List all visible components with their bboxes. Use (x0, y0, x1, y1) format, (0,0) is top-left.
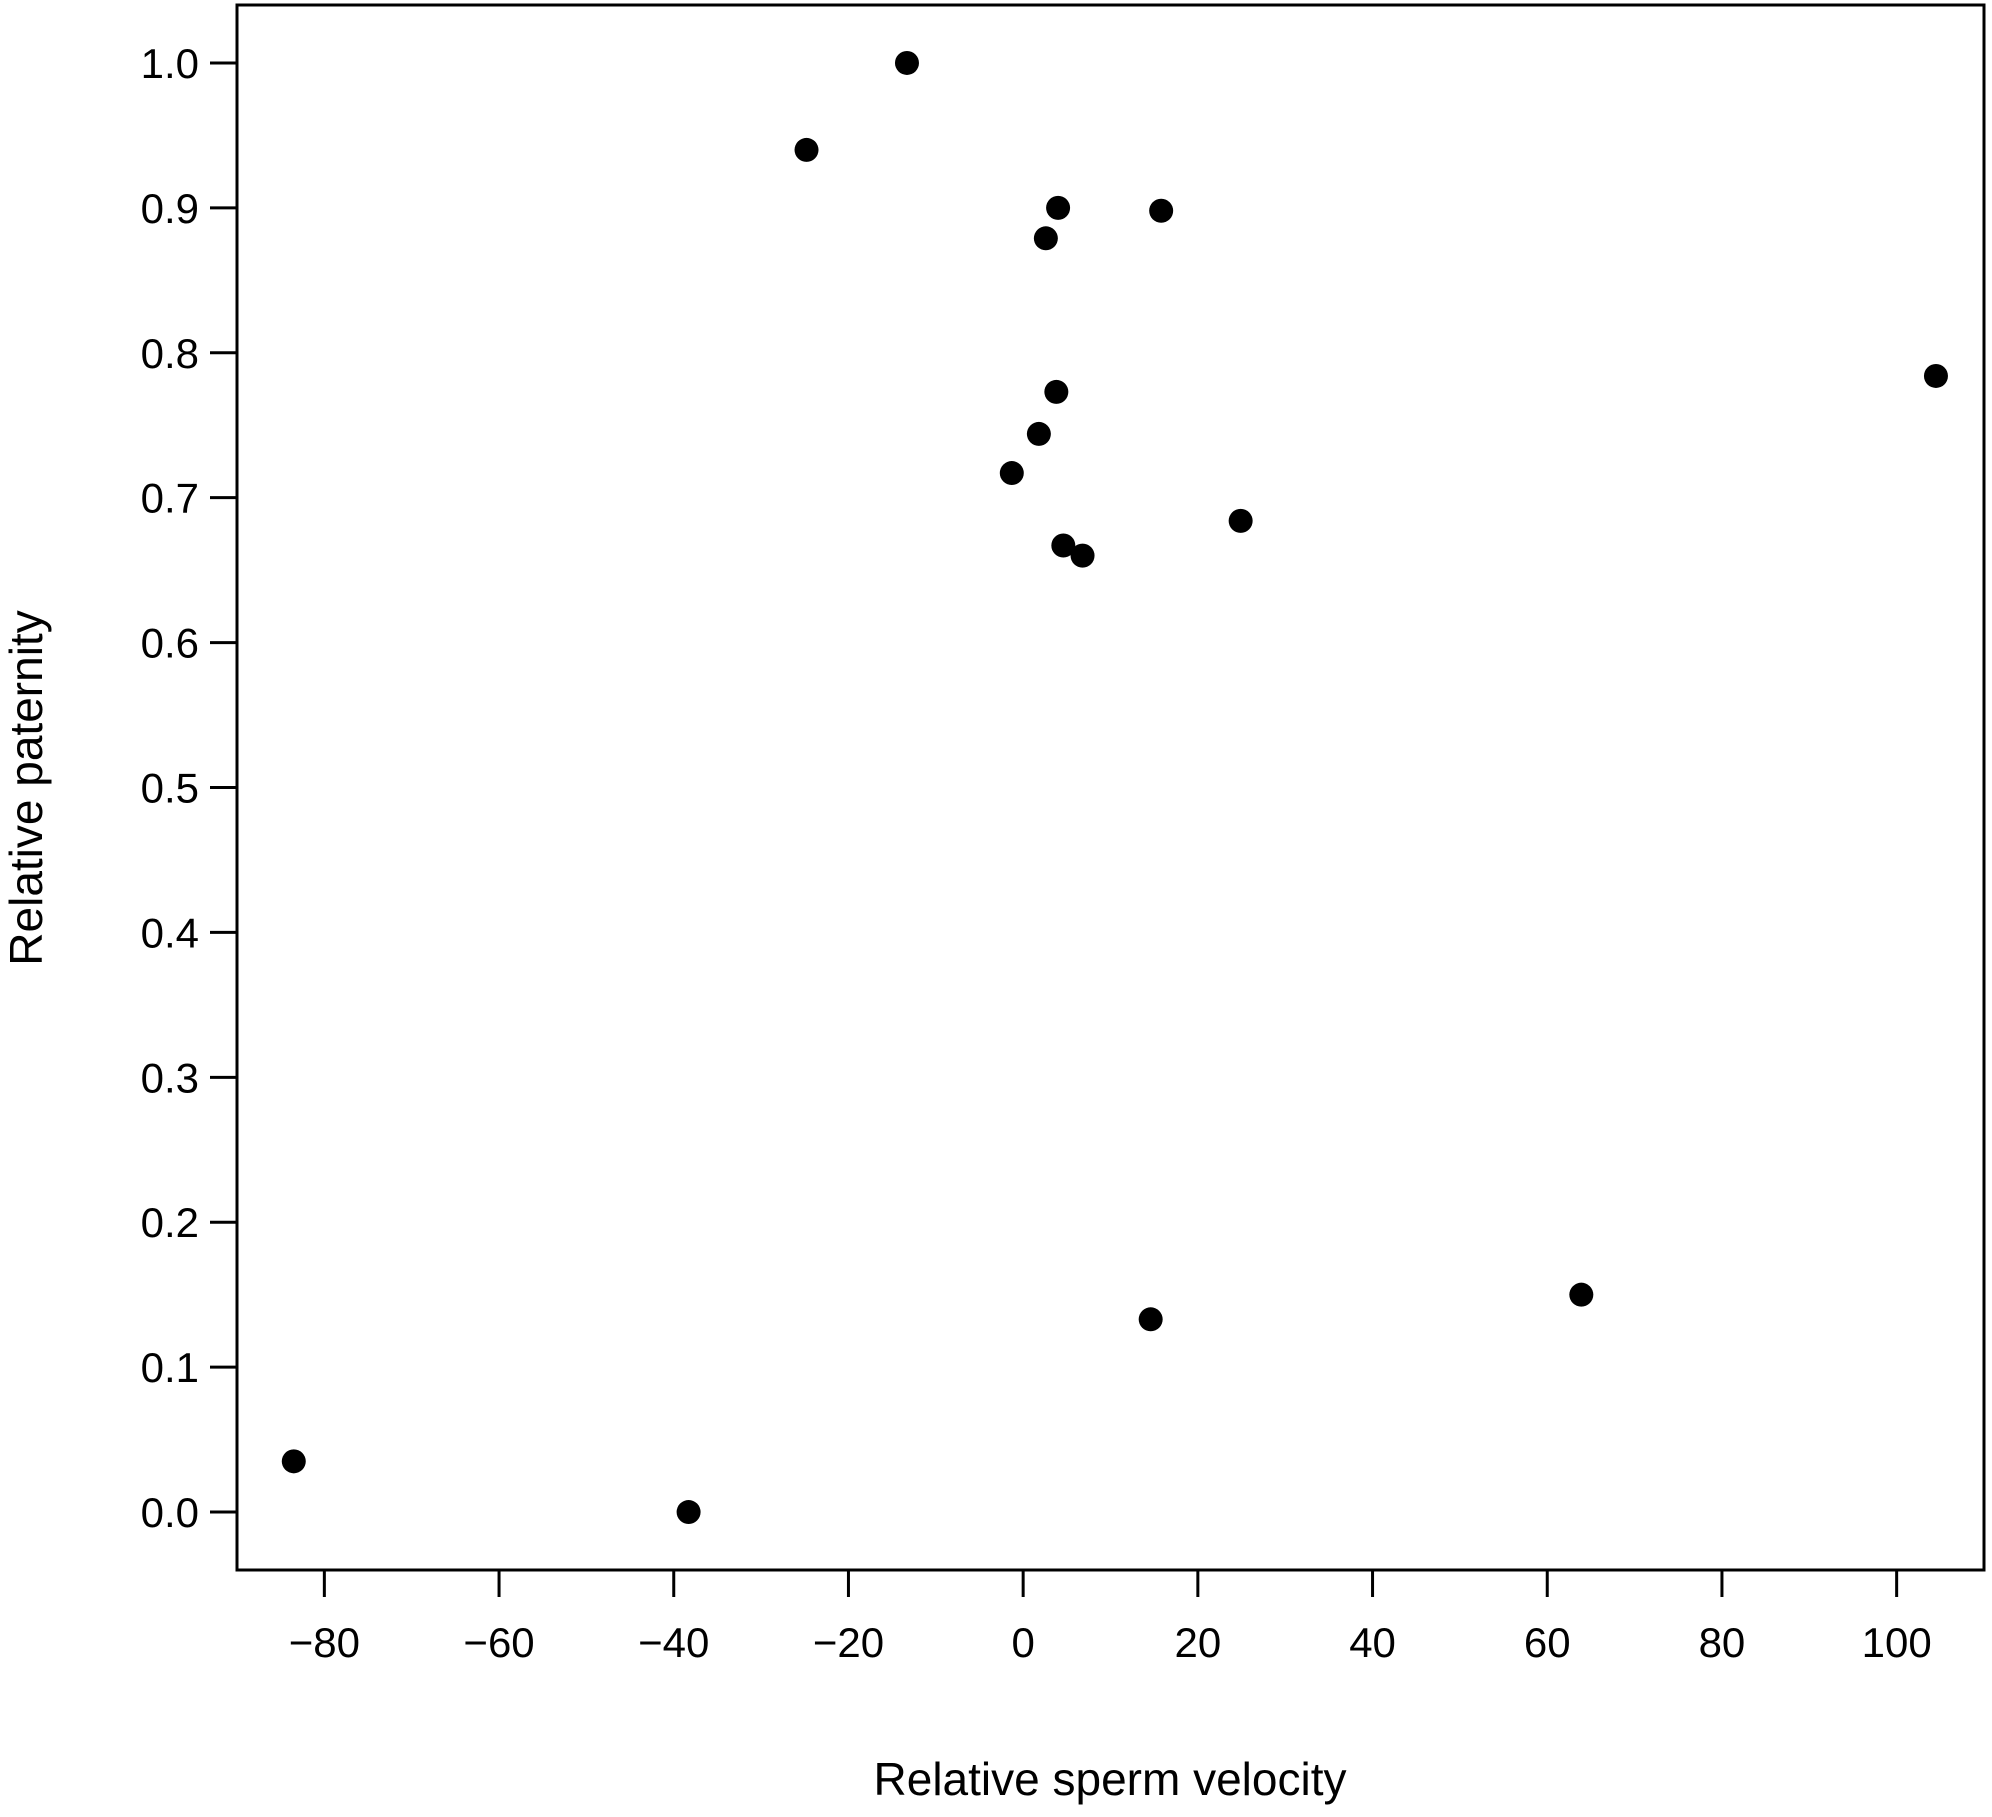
x-tick-label: 0 (1011, 1619, 1034, 1666)
y-tick-label: 0.5 (141, 765, 199, 812)
x-tick-label: −80 (289, 1619, 360, 1666)
y-tick-label: 0.0 (141, 1489, 199, 1536)
data-point (1228, 508, 1253, 533)
data-point (1044, 379, 1069, 404)
y-axis-title: Relative paternity (0, 610, 52, 965)
y-tick-label: 0.7 (141, 475, 199, 522)
y-tick-label: 0.8 (141, 330, 199, 377)
y-tick-label: 0.4 (141, 909, 199, 956)
x-tick-label: −40 (638, 1619, 709, 1666)
data-point (1923, 363, 1948, 388)
x-tick-label: −20 (813, 1619, 884, 1666)
y-axis: 0.0 0.1 0.2 0.3 0.4 0.5 0.6 0.7 0.8 0.9 1.0 (141, 40, 239, 1536)
y-tick-label: 1.0 (141, 40, 199, 87)
data-point (1138, 1307, 1163, 1332)
x-tick-label: 100 (1862, 1619, 1932, 1666)
plot-frame (235, 3, 1986, 1572)
y-tick-label: 0.1 (141, 1344, 199, 1391)
data-points (281, 50, 1948, 1525)
data-point (1051, 533, 1076, 558)
data-point (1026, 421, 1051, 446)
data-point (1033, 226, 1058, 251)
data-point (1046, 195, 1071, 220)
data-point (794, 137, 819, 162)
data-point (894, 50, 919, 75)
x-tick-label: −60 (463, 1619, 534, 1666)
data-point (676, 1500, 701, 1525)
x-tick-label: 40 (1349, 1619, 1396, 1666)
x-axis: −80 −60 −40 −20 0 20 40 60 80 100 (289, 1568, 1932, 1666)
data-point (1149, 198, 1174, 223)
x-tick-label: 80 (1699, 1619, 1746, 1666)
y-tick-label: 0.9 (141, 185, 199, 232)
x-axis-title: Relative sperm velocity (874, 1753, 1347, 1805)
y-tick-label: 0.6 (141, 620, 199, 667)
data-point (281, 1449, 306, 1474)
y-tick-label: 0.2 (141, 1199, 199, 1246)
data-point (1070, 543, 1095, 568)
x-tick-label: 20 (1174, 1619, 1221, 1666)
data-point (1569, 1282, 1594, 1307)
x-tick-label: 60 (1524, 1619, 1571, 1666)
y-tick-label: 0.3 (141, 1054, 199, 1101)
data-point (999, 461, 1024, 486)
